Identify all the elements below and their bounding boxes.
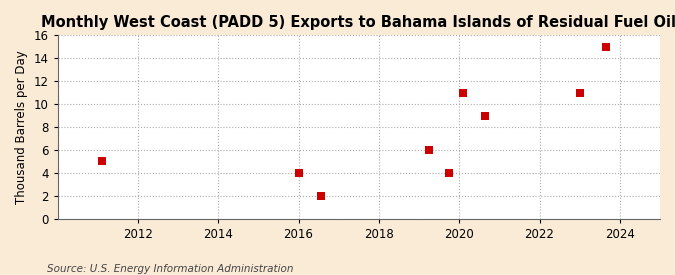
Point	[315, 194, 326, 198]
Point	[458, 90, 468, 95]
Title: Monthly West Coast (PADD 5) Exports to Bahama Islands of Residual Fuel Oil: Monthly West Coast (PADD 5) Exports to B…	[41, 15, 675, 30]
Text: Source: U.S. Energy Information Administration: Source: U.S. Energy Information Administ…	[47, 264, 294, 274]
Point	[424, 148, 435, 152]
Point	[443, 171, 454, 175]
Point	[600, 45, 611, 49]
Point	[574, 90, 585, 95]
Point	[97, 159, 107, 164]
Point	[480, 113, 491, 118]
Y-axis label: Thousand Barrels per Day: Thousand Barrels per Day	[15, 50, 28, 204]
Point	[293, 171, 304, 175]
